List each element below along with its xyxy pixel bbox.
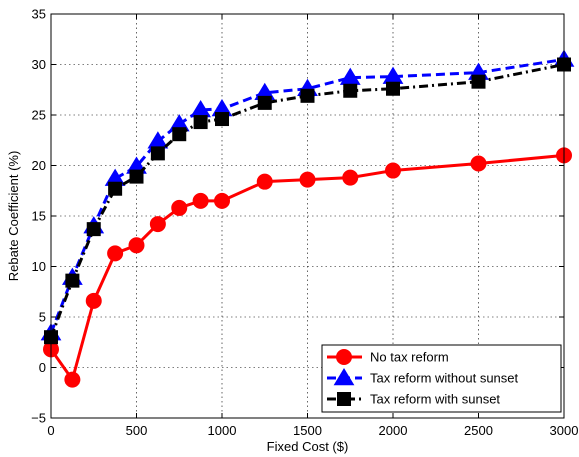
y-tick-label: −5	[31, 411, 46, 426]
data-point	[300, 88, 315, 103]
y-tick-label: 5	[39, 310, 46, 325]
legend-entries: No tax reform Tax reform without sunset Ta…	[327, 349, 519, 407]
legend-entry: Tax reform with sunset	[327, 392, 500, 407]
data-point	[65, 273, 80, 288]
data-point	[150, 146, 165, 161]
data-point	[386, 81, 400, 96]
data-point	[470, 155, 487, 172]
data-point	[149, 216, 166, 233]
legend-label: No tax reform	[370, 350, 449, 365]
x-tick-label: 1000	[208, 423, 237, 438]
legend-marker	[333, 368, 355, 386]
y-tick-label: 25	[32, 108, 46, 123]
y-tick-label: 30	[32, 57, 46, 72]
x-tick-label: 0	[47, 423, 54, 438]
legend-entry: Tax reform without sunset	[327, 368, 519, 386]
legend-marker	[337, 392, 351, 406]
legend-label: Tax reform without sunset	[370, 371, 519, 386]
legend: No tax reform Tax reform without sunset Ta…	[321, 344, 562, 413]
legend-label: Tax reform with sunset	[370, 392, 500, 407]
data-point	[215, 112, 229, 127]
x-tick-label: 500	[126, 423, 148, 438]
data-point	[171, 199, 188, 216]
data-point	[107, 245, 124, 262]
y-axis-label: Rebate Coefficient (%)	[6, 151, 21, 282]
y-tick-label: 35	[32, 7, 46, 22]
data-point	[108, 181, 123, 196]
series-line	[49, 57, 565, 334]
data-point	[214, 192, 230, 209]
x-tick-label: 3000	[550, 423, 579, 438]
data-point	[193, 115, 208, 130]
data-point	[128, 237, 145, 254]
data-point	[172, 127, 187, 142]
data-point	[342, 169, 359, 186]
data-point	[256, 173, 273, 190]
legend-entry: No tax reform	[327, 349, 449, 365]
data-point	[86, 222, 101, 237]
x-tick-label: 1500	[293, 423, 322, 438]
data-point	[343, 83, 358, 98]
data-point	[385, 162, 401, 179]
x-axis-label: Fixed Cost ($)	[267, 439, 349, 454]
y-tick-label: 15	[32, 209, 46, 224]
y-tick-label: 20	[32, 158, 46, 173]
data-point	[192, 192, 209, 209]
data-point	[299, 171, 316, 188]
x-tick-label: 2000	[379, 423, 408, 438]
data-point	[64, 371, 81, 388]
y-tick-label: 10	[32, 259, 46, 274]
data-point	[471, 74, 486, 89]
x-tick-label: 2500	[464, 423, 493, 438]
series-3	[44, 57, 571, 345]
data-point	[257, 95, 272, 110]
y-tick-label: 0	[39, 360, 46, 375]
data-point	[129, 169, 144, 184]
data-point	[85, 292, 102, 309]
legend-marker	[336, 349, 352, 365]
